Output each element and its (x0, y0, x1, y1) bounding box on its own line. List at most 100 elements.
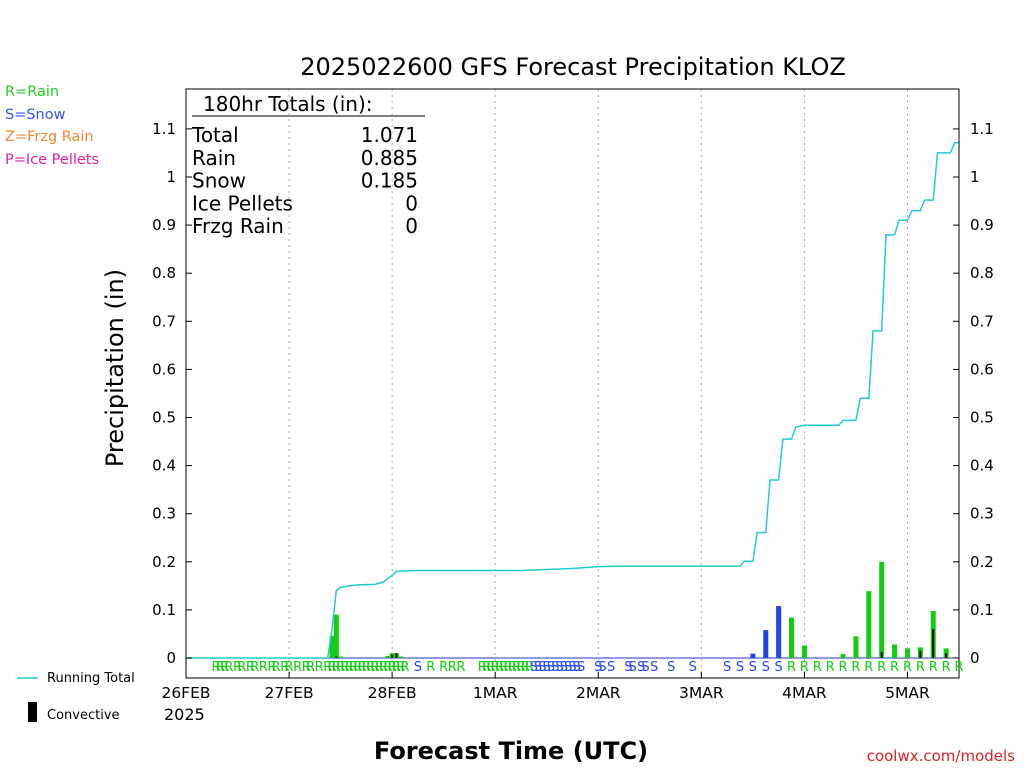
y-tick-label-right: 0.5 (970, 409, 994, 427)
y-tick-label: 0.7 (152, 312, 176, 330)
snow-marker: S (723, 660, 731, 675)
convective-bars (335, 629, 948, 658)
rain-marker: R (306, 660, 315, 675)
convective-bar (945, 653, 948, 658)
y-tick-label: 0.1 (152, 601, 176, 619)
rain-marker: R (400, 660, 409, 675)
snow-marker: S (534, 660, 542, 675)
rain-marker: R (220, 660, 229, 675)
convective-swatch (28, 702, 37, 722)
convective-bar (932, 629, 935, 658)
y-tick-label: 0.2 (152, 553, 176, 571)
rain-marker: R (259, 660, 268, 675)
snow-marker: S (573, 660, 581, 675)
rain-marker: R (839, 660, 848, 675)
y-tick-label: 1 (166, 168, 176, 186)
rain-marker: R (237, 660, 246, 675)
y-tick-label-right: 0 (970, 649, 980, 667)
totals-label: Ice Pellets (192, 191, 293, 215)
rain-marker: R (499, 660, 508, 675)
rain-marker: R (929, 660, 938, 675)
snow-marker: S (414, 660, 422, 675)
rain-marker: R (233, 660, 242, 675)
snow-marker: S (551, 660, 559, 675)
totals-value: 0 (405, 191, 418, 215)
rain-bar (892, 644, 898, 658)
plot-frame (185, 88, 960, 679)
rain-bar (385, 656, 391, 658)
x-year-label: 2025 (164, 705, 205, 724)
rain-marker: R (388, 660, 397, 675)
x-tick-label: 3MAR (679, 684, 724, 702)
y-tick-label: 0.4 (152, 457, 176, 475)
convective-bar (395, 653, 398, 658)
y-tick-label-right: 0.6 (970, 360, 994, 378)
totals-box: 180hr Totals (in): Total 1.071 Rain 0.885 Sn… (191, 92, 425, 238)
totals-label: Frzg Rain (192, 214, 284, 238)
y-tick-label-right: 0.7 (970, 312, 994, 330)
convective-bar (880, 652, 883, 658)
rain-bar (329, 635, 335, 658)
y-tick-label-right: 1.1 (970, 120, 994, 138)
totals-value: 0.885 (361, 146, 418, 170)
rain-marker: R (353, 660, 362, 675)
snow-marker: S (775, 660, 783, 675)
y-tick-label: 1.1 (152, 120, 176, 138)
rain-marker: R (323, 660, 332, 675)
rain-marker: R (508, 660, 517, 675)
convective-bar (919, 650, 922, 658)
legend-running-total: Running Total (47, 671, 135, 686)
rain-marker: R (864, 660, 873, 675)
x-tick-label: 28FEB (368, 684, 417, 702)
snow-marker: S (736, 660, 744, 675)
totals-value: 1.071 (361, 123, 418, 147)
rain-bar (789, 617, 795, 658)
y-tick-label: 0.9 (152, 216, 176, 234)
rain-marker: R (495, 660, 504, 675)
snow-marker: S (689, 660, 697, 675)
y-tick-label-right: 0.3 (970, 505, 994, 523)
rain-marker: R (272, 660, 281, 675)
y-axis-right: 0 0.1 0.2 0.3 0.4 0.5 0.6 0.7 0.8 0.9 1 1.1 (953, 120, 994, 667)
rain-marker: R (512, 660, 521, 675)
rain-marker: R (315, 660, 324, 675)
rain-marker: R (954, 660, 963, 675)
rain-bar (866, 591, 872, 658)
y-tick-label-right: 0.4 (970, 457, 994, 475)
rain-marker: R (787, 660, 796, 675)
rain-marker: R (478, 660, 487, 675)
precip-bars (329, 561, 949, 658)
rain-marker: R (375, 660, 384, 675)
snow-bar (776, 606, 782, 658)
rain-marker: R (439, 660, 448, 675)
x-tick-label: 5MAR (885, 684, 930, 702)
rain-marker: R (293, 660, 302, 675)
rain-bar (338, 656, 344, 658)
convective-bar (335, 656, 338, 658)
totals-label: Total (191, 123, 239, 147)
y-tick-label: 0.6 (152, 360, 176, 378)
rain-marker: R (448, 660, 457, 675)
y-tick-label: 0.3 (152, 505, 176, 523)
y-tick-label-right: 1 (970, 168, 980, 186)
snow-marker: S (667, 660, 675, 675)
rain-marker: R (392, 660, 401, 675)
rain-marker: R (302, 660, 311, 675)
rain-marker: R (521, 660, 530, 675)
rain-marker: R (212, 660, 221, 675)
rain-marker: R (456, 660, 465, 675)
rain-marker: R (504, 660, 513, 675)
snow-marker: S (637, 660, 645, 675)
snow-marker: S (641, 660, 649, 675)
x-tick-label: 26FEB (161, 684, 210, 702)
snow-marker: S (607, 660, 615, 675)
y-tick-label: 0 (166, 649, 176, 667)
chart-title: 2025022600 GFS Forecast Precipitation KL… (300, 53, 846, 81)
rain-bar (853, 636, 859, 658)
rain-marker: R (877, 660, 886, 675)
totals-value: 0.185 (361, 169, 418, 193)
snow-marker: S (650, 660, 658, 675)
rain-marker: R (345, 660, 354, 675)
rain-marker: R (486, 660, 495, 675)
